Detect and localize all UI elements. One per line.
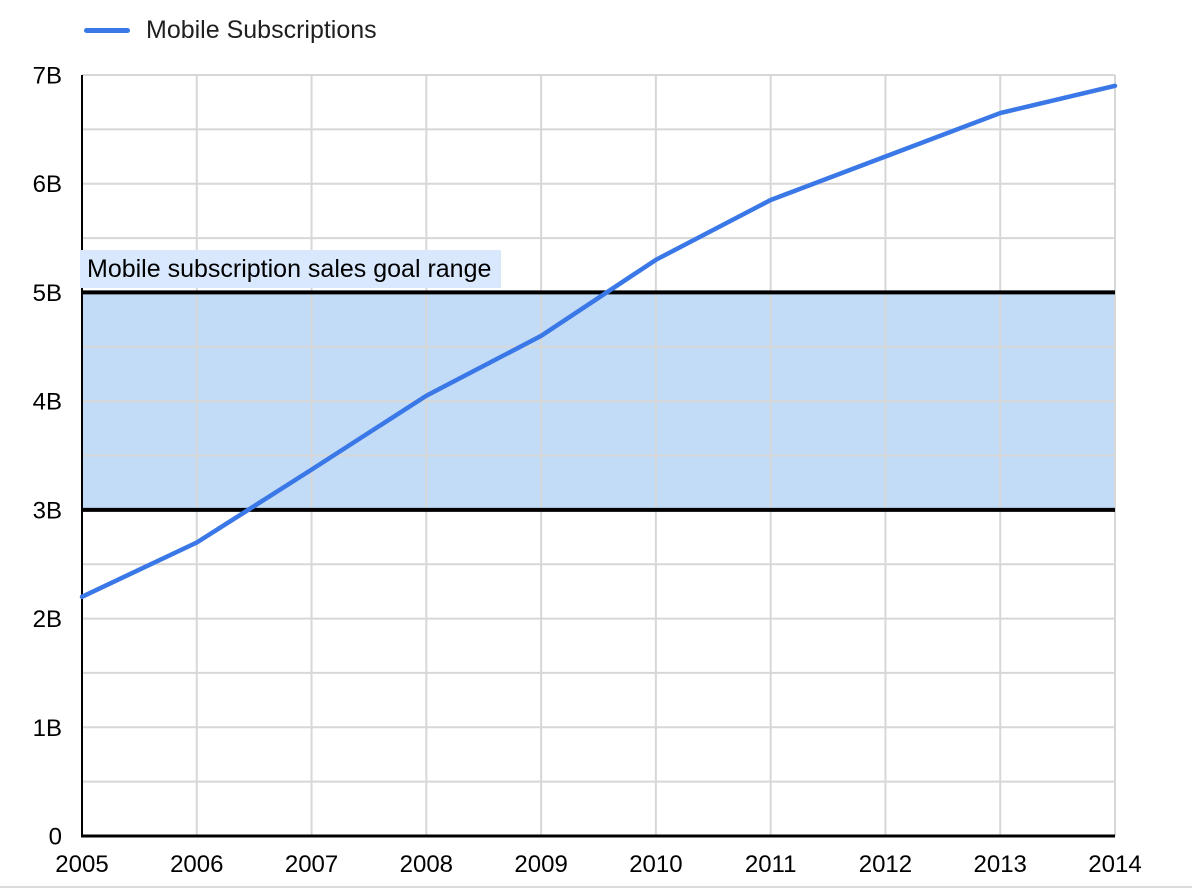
y-tick-label: 3B <box>33 497 62 524</box>
y-tick-label: 2B <box>33 606 62 633</box>
legend: Mobile Subscriptions <box>84 16 377 44</box>
y-tick-label: 4B <box>33 389 62 416</box>
x-tick-label: 2013 <box>974 851 1027 878</box>
goal-range-annotation: Mobile subscription sales goal range <box>80 250 502 288</box>
bottom-divider <box>0 886 1192 888</box>
y-tick-label: 5B <box>33 280 62 307</box>
x-tick-label: 2005 <box>55 851 108 878</box>
series-line-mobile-subscriptions <box>79 83 1118 600</box>
legend-label: Mobile Subscriptions <box>146 15 377 44</box>
y-tick-label: 1B <box>33 715 62 742</box>
x-tick-label: 2007 <box>285 851 338 878</box>
x-tick-label: 2009 <box>514 851 567 878</box>
x-tick-label: 2008 <box>400 851 453 878</box>
y-tick-label: 7B <box>33 63 62 90</box>
x-tick-label: 2010 <box>629 851 682 878</box>
y-tick-label: 0 <box>49 824 62 851</box>
x-tick-label: 2012 <box>859 851 912 878</box>
legend-line-swatch <box>84 27 130 33</box>
x-tick-label: 2011 <box>745 851 797 878</box>
x-tick-label: 2006 <box>170 851 223 878</box>
x-tick-label: 2014 <box>1088 851 1141 878</box>
y-tick-label: 6B <box>33 171 62 198</box>
